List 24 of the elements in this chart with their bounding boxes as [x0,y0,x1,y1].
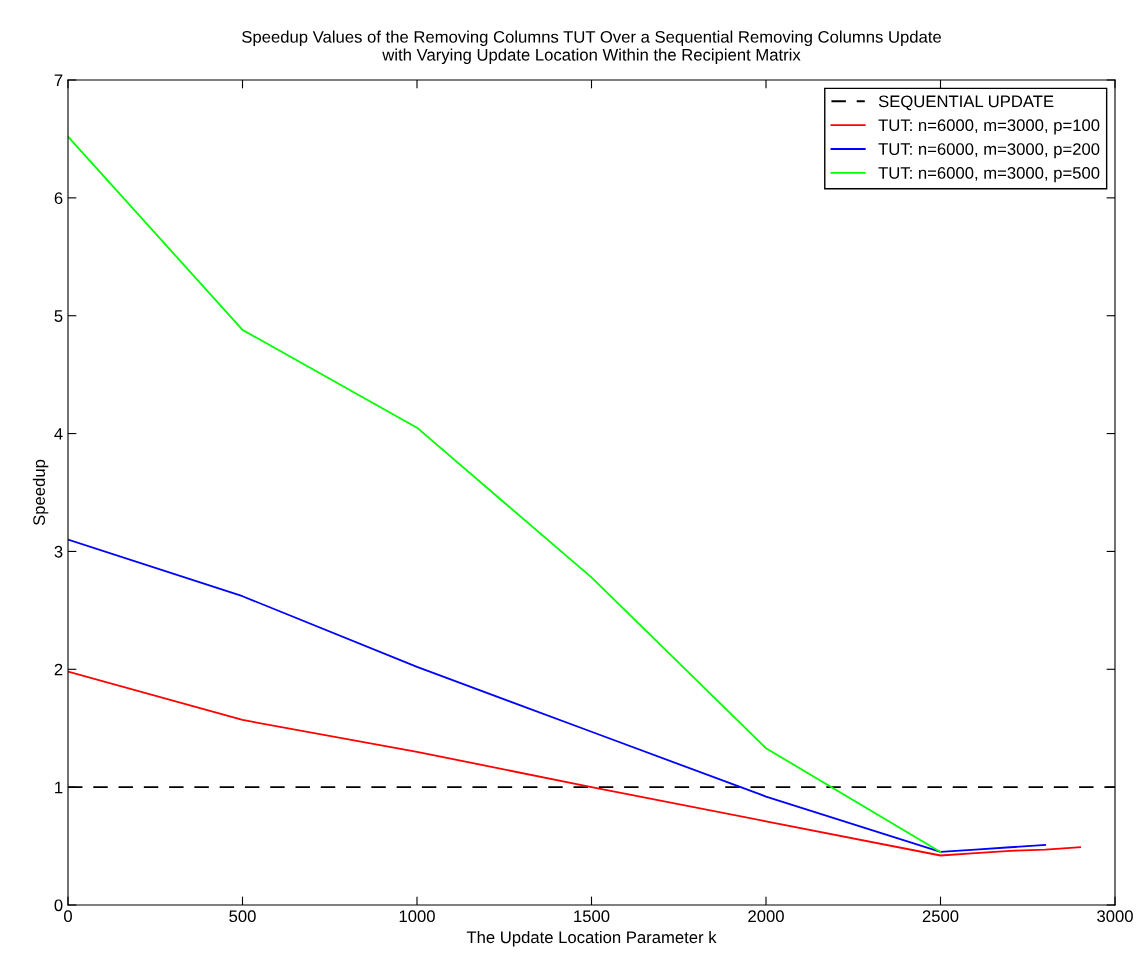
legend-label: TUT: n=6000, m=3000, p=100 [878,119,1100,135]
legend-label: TUT: n=6000, m=3000, p=200 [878,143,1100,159]
line-series [68,670,1082,857]
y-tick-label: 6 [54,192,63,205]
y-tick-label: 0 [54,899,63,912]
x-tick-label: 1000 [399,910,435,923]
x-tick-label: 3000 [1097,910,1133,923]
x-axis-title: The Update Location Parameter k [466,930,717,947]
chart-title: Speedup Values of the Removing Columns TUT Over a Sequential Removing Columns Update with Varying Update Location Within the Recipient Matrix [242,30,941,65]
x-tick-label: 1500 [574,910,610,923]
legend-label: TUT: n=6000, m=3000, p=500 [878,167,1100,183]
y-tick-label: 5 [54,310,63,322]
y-axis-title: Speedup [32,459,49,526]
legend-label: SEQUENTIAL UPDATE [878,95,1054,111]
line-series [68,538,1047,853]
y-tick-label: 4 [54,428,63,440]
y-tick-label: 1 [55,781,63,794]
y-tick-label: 3 [54,545,63,558]
y-tick-label: 2 [54,663,63,676]
y-tick-label: 7 [54,74,63,87]
x-tick-label: 0 [64,910,72,923]
x-tick-label: 2500 [922,910,959,923]
x-tick-label: 2000 [748,910,784,923]
x-tick-label: 500 [229,910,256,923]
